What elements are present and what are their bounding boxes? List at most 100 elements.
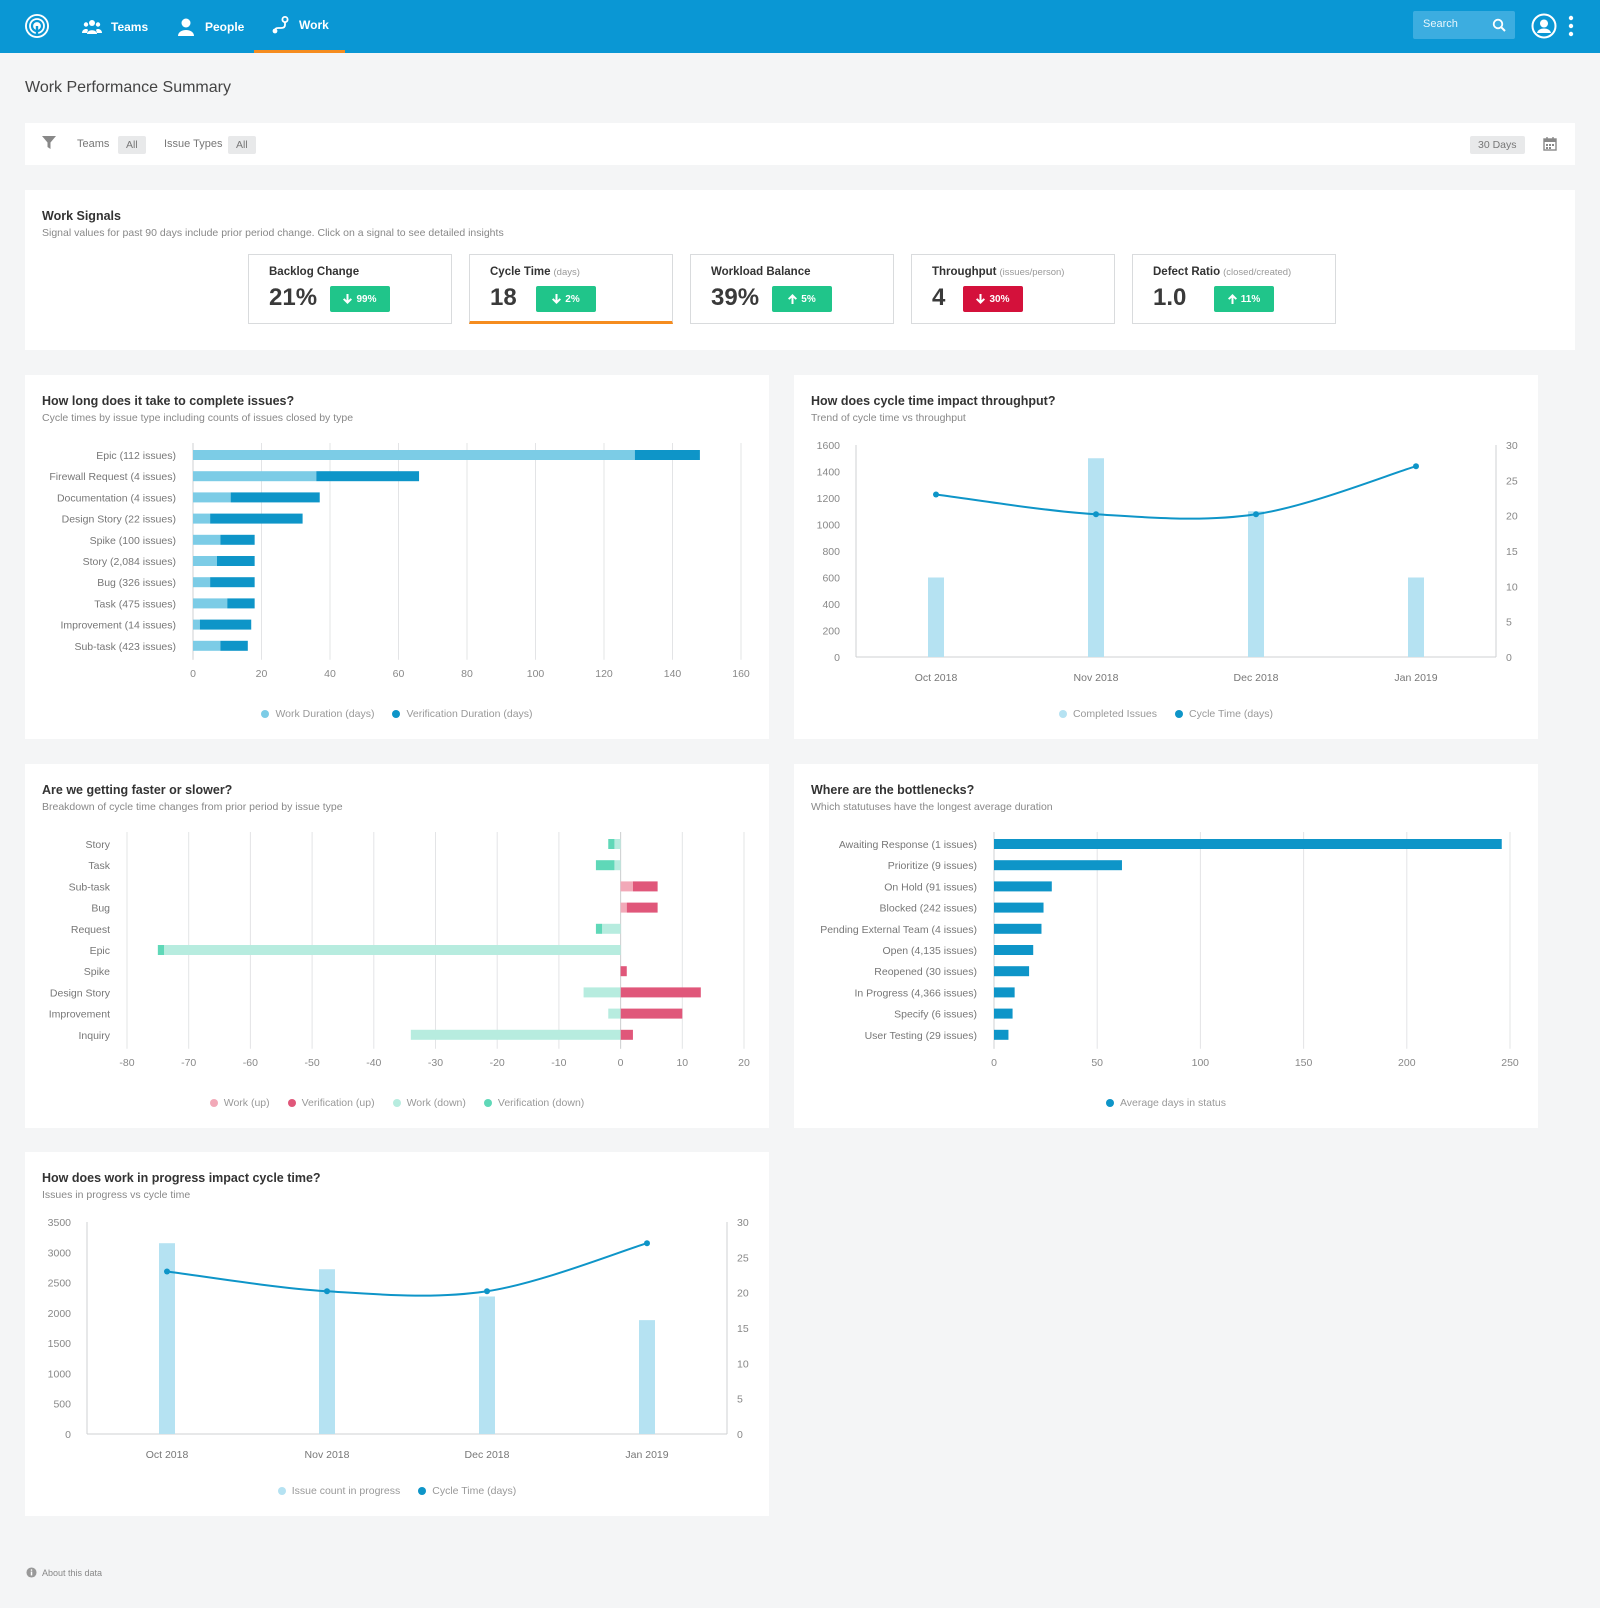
work-signals-card: Work Signals Signal values for past 90 d… — [25, 190, 1575, 350]
legend-dot — [1105, 1099, 1114, 1107]
calendar-icon[interactable] — [1543, 137, 1557, 151]
nav-work-label: Work — [299, 18, 329, 32]
legend-item[interactable]: Completed Issues — [1058, 708, 1157, 720]
category-label: Design Story (22 issues) — [62, 514, 176, 526]
bar — [620, 1029, 633, 1040]
x-tick-label: 0 — [991, 1057, 997, 1069]
signal-change-value: 99% — [356, 293, 377, 305]
right-tick-label: 20 — [737, 1288, 749, 1300]
date-range-chip[interactable]: 30 Days — [1470, 136, 1525, 154]
complete-chart: 0 20 40 60 80 100 120 140 160 Epic (112 issues) Fi… — [49, 443, 750, 680]
faster-chart-subtitle: Breakdown of cycle time changes from pri… — [42, 801, 343, 813]
legend-dot — [209, 1099, 218, 1107]
issue-types-filter-label: Issue Types — [164, 138, 223, 150]
bar — [994, 881, 1052, 892]
bar — [595, 923, 603, 934]
nav-people[interactable]: People — [160, 0, 260, 53]
signal-throughput[interactable]: Throughput (issues/person) 4 30% — [911, 254, 1115, 324]
filter-icon[interactable] — [42, 136, 56, 150]
nav-people-label: People — [205, 19, 245, 34]
signal-title: Cycle Time (days) — [490, 266, 580, 278]
x-tick-label: Dec 2018 — [1234, 672, 1279, 684]
legend-item[interactable]: Verification Duration (days) — [392, 708, 533, 720]
bar — [614, 860, 621, 871]
x-tick-label: 50 — [1091, 1057, 1103, 1069]
category-label: Pending External Team (4 issues) — [820, 924, 977, 936]
issue-types-filter-chip[interactable]: All — [228, 136, 256, 154]
bar — [994, 966, 1030, 977]
legend-dot — [1175, 710, 1184, 718]
legend-label: Verification (up) — [301, 1097, 375, 1109]
legend-dot — [261, 710, 270, 718]
signal-title: Backlog Change — [269, 266, 359, 278]
signal-cycle-time[interactable]: Cycle Time (days) 18 2% — [469, 254, 673, 324]
category-label: Reopened (30 issues) — [874, 966, 977, 978]
legend-label: Average days in status — [1119, 1097, 1227, 1109]
nav-work[interactable]: Work — [254, 0, 345, 53]
teams-filter-chip[interactable]: All — [118, 136, 146, 154]
x-tick-label: -70 — [181, 1057, 196, 1069]
bar — [620, 881, 633, 892]
legend-item[interactable]: Cycle Time (days) — [1175, 708, 1273, 720]
bar — [193, 598, 228, 609]
bar — [928, 577, 944, 657]
category-label: Spike — [84, 966, 110, 978]
series-line — [166, 1242, 648, 1297]
top-navigation-bar: Teams People Work Search — [0, 0, 1600, 53]
legend-item[interactable]: Average days in status — [1105, 1097, 1227, 1109]
faster-slower-card: Are we getting faster or slower? Breakdo… — [25, 764, 769, 1128]
bar — [994, 902, 1044, 913]
signal-backlog-change[interactable]: Backlog Change 21% 99% — [248, 254, 452, 324]
bar — [220, 640, 248, 651]
about-data-label: About this data — [42, 1567, 103, 1578]
x-tick-label: Dec 2018 — [465, 1449, 510, 1461]
about-data-link[interactable]: About this data — [26, 1567, 102, 1578]
more-options-icon[interactable] — [1568, 15, 1574, 37]
search-input[interactable]: Search — [1413, 11, 1515, 39]
complete-issues-card: How long does it take to complete issues… — [25, 375, 769, 739]
right-tick-label: 5 — [737, 1394, 743, 1406]
legend-item[interactable]: Issue count in progress — [277, 1485, 400, 1497]
faster-chart-legend: Work (up) Verification (up) Work (down) Ver… — [25, 1097, 769, 1109]
right-tick-label: 30 — [737, 1217, 749, 1229]
signal-value: 1.0 — [1153, 284, 1187, 311]
bar — [193, 471, 317, 482]
signal-workload-balance[interactable]: Workload Balance 39% 5% — [690, 254, 894, 324]
legend-item[interactable]: Work Duration (days) — [261, 708, 374, 720]
legend-item[interactable]: Work (down) — [392, 1097, 466, 1109]
app-logo-icon[interactable] — [24, 13, 50, 39]
right-tick-label: 15 — [737, 1323, 749, 1335]
x-tick-label: Nov 2018 — [1074, 672, 1119, 684]
category-label: Spike (100 issues) — [90, 535, 176, 547]
signal-change-badge: 2% — [536, 286, 596, 312]
category-label: Documentation (4 issues) — [57, 492, 176, 504]
line-point — [164, 1268, 170, 1275]
bar — [193, 450, 635, 460]
category-label: Improvement (14 issues) — [60, 620, 176, 632]
signal-change-badge: 99% — [330, 286, 390, 312]
left-tick-label: 500 — [53, 1399, 71, 1411]
signal-change-value: 30% — [989, 293, 1010, 305]
legend-item[interactable]: Work (up) — [209, 1097, 270, 1109]
bar — [994, 1008, 1013, 1019]
nav-teams[interactable]: Teams — [66, 0, 164, 53]
line-point — [1253, 511, 1259, 518]
right-tick-label: 30 — [1506, 440, 1518, 452]
x-tick-label: 60 — [393, 668, 405, 680]
throughput-chart-subtitle: Trend of cycle time vs throughput — [811, 412, 966, 424]
signal-defect-ratio[interactable]: Defect Ratio (closed/created) 1.0 11% — [1132, 254, 1336, 324]
arrow-up-icon — [1227, 294, 1237, 304]
legend-item[interactable]: Verification (down) — [483, 1097, 584, 1109]
bar — [994, 860, 1122, 871]
x-tick-label: 0 — [618, 1057, 624, 1069]
legend-item[interactable]: Verification (up) — [287, 1097, 375, 1109]
user-avatar-icon[interactable] — [1531, 13, 1557, 39]
legend-item[interactable]: Cycle Time (days) — [418, 1485, 516, 1497]
bar — [157, 945, 165, 955]
right-tick-label: 5 — [1506, 617, 1512, 629]
bar — [595, 860, 615, 871]
x-tick-label: -80 — [119, 1057, 134, 1069]
signal-title: Workload Balance — [711, 266, 811, 278]
signal-unit: (days) — [553, 267, 580, 278]
left-tick-label: 1400 — [817, 467, 841, 479]
